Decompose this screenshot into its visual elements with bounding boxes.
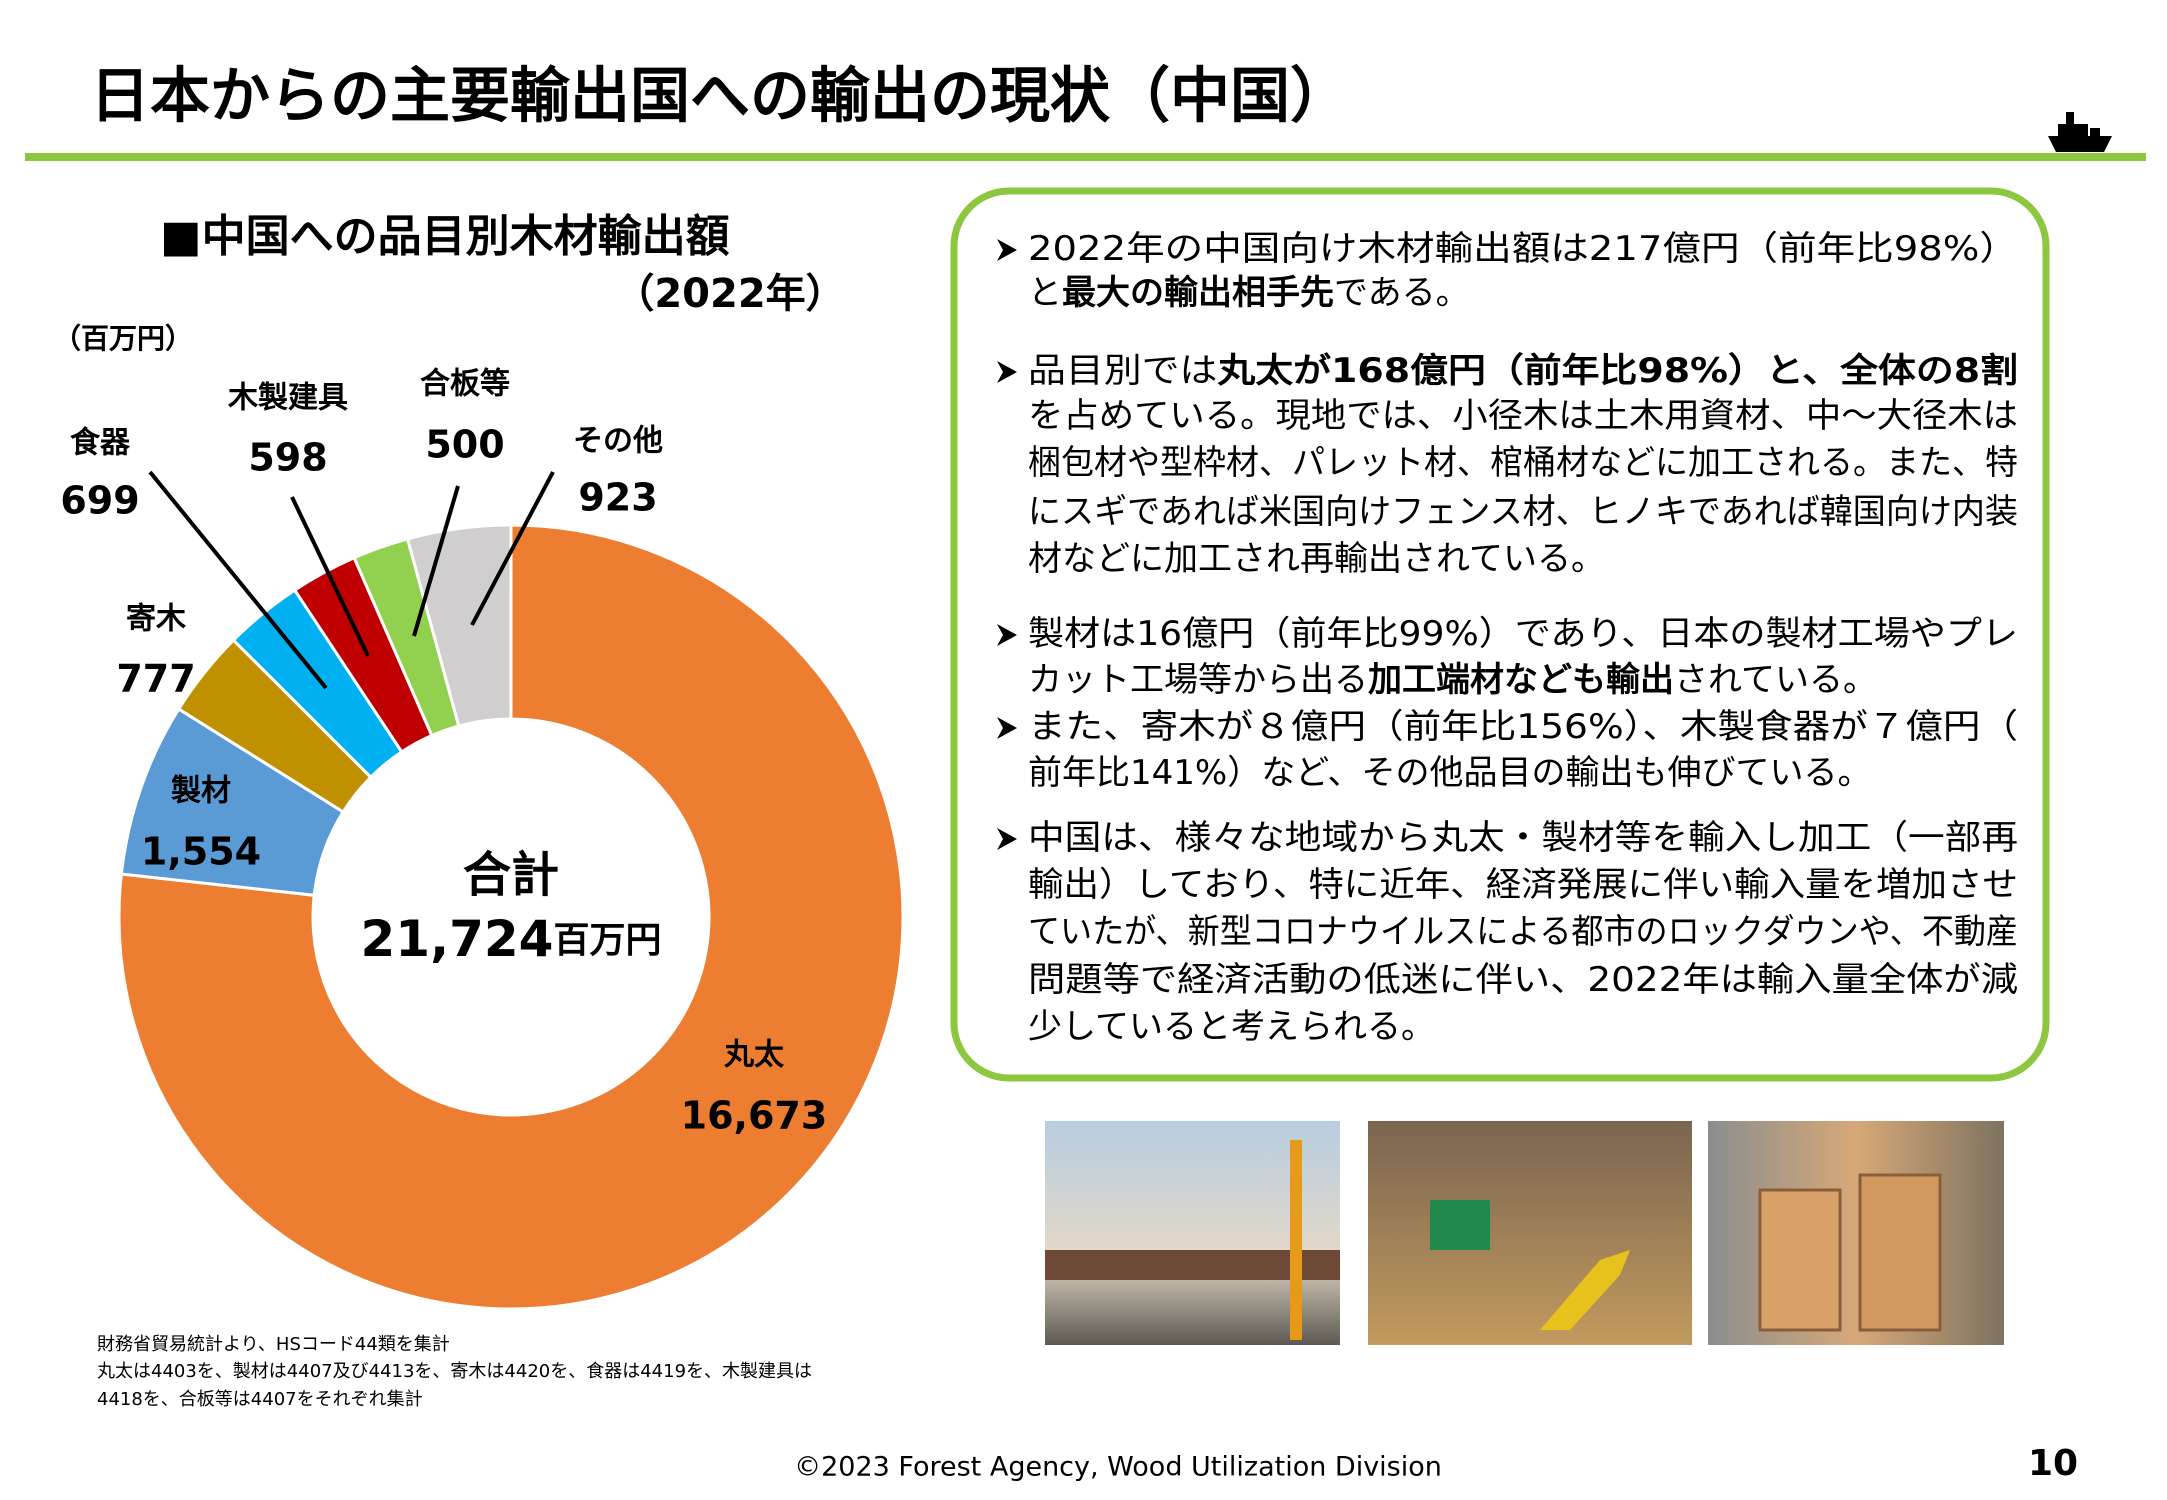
note-text: を占めている。現地では、小径木は土木用資材、中～大径木は: [1028, 396, 2018, 436]
bullet-marker: [997, 361, 1017, 383]
bullet-marker: [997, 239, 1017, 261]
leader-lines: [148, 470, 555, 690]
note-text: 輸出）しており、特に近年、経済発展に伴い輸入量を増加させ: [1028, 865, 2018, 905]
note-line: を占めている。現地では、小径木は土木用資材、中～大径木は: [1028, 396, 2018, 436]
category-label: 丸太: [723, 1038, 785, 1073]
ship-icon: [2048, 112, 2112, 152]
category-label: その他: [573, 424, 663, 459]
value-label: 598: [248, 436, 327, 480]
note-text: 丸太が168億円（前年比98%）と、全体の8割: [1216, 351, 2018, 391]
note-line: 少していると考えられる。: [1028, 1007, 1435, 1047]
value-label: 1,554: [141, 830, 261, 874]
total-unit: 百万円: [553, 920, 661, 961]
center-label: 合計: [463, 847, 559, 903]
copyright: ©2023 Forest Agency, Wood Utilization Di…: [794, 1452, 1442, 1483]
note-text: と: [1028, 273, 1062, 313]
note-text: 梱包材や型枠材、パレット材、棺桶材などに加工される。また、特: [1028, 443, 2018, 483]
value-label: 777: [116, 657, 195, 701]
value-label: 500: [425, 423, 504, 467]
note-line: 中国は、様々な地域から丸太・製材等を輸入し加工（一部再: [1028, 818, 2018, 858]
note-text: 前年比141%）など、その他品目の輸出も伸びている。: [1028, 753, 1872, 793]
note-text: 製材は16億円（前年比99%）であり、日本の製材工場やプレ: [1028, 614, 2018, 654]
notes-box: [950, 187, 2050, 1082]
footnote: 4418を、合板等は4407をそれぞれ集計: [97, 1389, 423, 1410]
note-text: ていたが、新型コロナウイルスによる都市のロックダウンや、不動産: [1028, 912, 2018, 952]
note-line: 問題等で経済活動の低迷に伴い、2022年は輸入量全体が減: [1028, 960, 2018, 1000]
value-label: 699: [60, 479, 139, 523]
donut: [117, 523, 905, 1311]
note-line: 品目別では 丸太が168億円（前年比98%）と、全体の8割: [1028, 351, 2018, 391]
category-label: 製材: [171, 774, 231, 809]
footnotes: 財務省貿易統計より、HSコード44類を集計 丸太は4403を、製材は4407及び…: [97, 1334, 812, 1410]
category-label: 寄木: [126, 602, 186, 637]
footnote: 丸太は4403を、製材は4407及び4413を、寄木は4420を、食器は4419…: [97, 1361, 812, 1382]
note-text: 品目別では: [1028, 351, 1217, 391]
category-label: 食器: [70, 426, 131, 461]
title-rule: [25, 153, 2146, 161]
note-text: にスギであれば米国向けフェンス材、ヒノキであれば韓国向け内装: [1028, 492, 2018, 532]
note-text: また、寄木が８億円（前年比156%）、木製食器が７億円（: [1028, 707, 2018, 747]
total-value: 21,724: [361, 910, 554, 968]
note-line: 梱包材や型枠材、パレット材、棺桶材などに加工される。また、特: [1028, 443, 2018, 483]
footnote: 財務省貿易統計より、HSコード44類を集計: [97, 1334, 450, 1355]
photos: [1045, 1121, 2004, 1345]
note-text: されている。: [1674, 660, 1877, 700]
value-label: 923: [578, 476, 657, 520]
page-number: 10: [2028, 1443, 2078, 1484]
note-text: カット工場等から出る: [1028, 660, 1368, 700]
note-line: カット工場等から出る加工端材なども輸出されている。: [1028, 660, 1877, 700]
bullet-marker: [997, 828, 1017, 850]
note-text: 最大の輸出相手先: [1062, 273, 1334, 313]
bullet-marker: [997, 624, 1017, 646]
category-label: 木製建具: [227, 381, 348, 416]
note-text: である。: [1334, 273, 1470, 313]
center-total: 21,724百万円: [361, 910, 662, 968]
category-label: 合板等: [420, 367, 510, 402]
note-text: 材などに加工され再輸出されている。: [1028, 539, 1605, 579]
donut-segment: [117, 523, 905, 1311]
note-line: 製材は16億円（前年比99%）であり、日本の製材工場やプレ: [1028, 614, 2018, 654]
note-text: 中国は、様々な地域から丸太・製材等を輸入し加工（一部再: [1028, 818, 2018, 858]
note-line: 前年比141%）など、その他品目の輸出も伸びている。: [1028, 753, 1872, 793]
note-line: と最大の輸出相手先である。: [1028, 273, 1470, 313]
notes: 2022年の中国向け木材輸出額は217億円（前年比98%）と最大の輸出相手先であ…: [997, 229, 2018, 1047]
note-text: 少していると考えられる。: [1028, 1007, 1435, 1047]
chart-subtitle: （2022年）: [614, 271, 845, 317]
note-line: 輸出）しており、特に近年、経済発展に伴い輸入量を増加させ: [1028, 865, 2018, 905]
note-line: にスギであれば米国向けフェンス材、ヒノキであれば韓国向け内装: [1028, 492, 2018, 532]
page-title: 日本からの主要輸出国への輸出の現状（中国）: [90, 62, 1350, 132]
bullet-marker: [997, 717, 1017, 739]
note-line: ていたが、新型コロナウイルスによる都市のロックダウンや、不動産: [1028, 912, 2018, 952]
note-line: また、寄木が８億円（前年比156%）、木製食器が７億円（: [1028, 707, 2018, 747]
chart-title: ■中国への品目別木材輸出額: [160, 211, 730, 262]
note-text: 問題等で経済活動の低迷に伴い、2022年は輸入量全体が減: [1028, 960, 2018, 1000]
note-line: 材などに加工され再輸出されている。: [1028, 539, 1605, 579]
unit-label: （百万円）: [53, 322, 193, 355]
note-text: 2022年の中国向け木材輸出額は217億円（前年比98%）: [1028, 229, 2018, 269]
note-line: 2022年の中国向け木材輸出額は217億円（前年比98%）: [1028, 229, 2018, 269]
value-label: 16,673: [681, 1094, 828, 1138]
note-text: 加工端材なども輸出: [1368, 660, 1674, 700]
